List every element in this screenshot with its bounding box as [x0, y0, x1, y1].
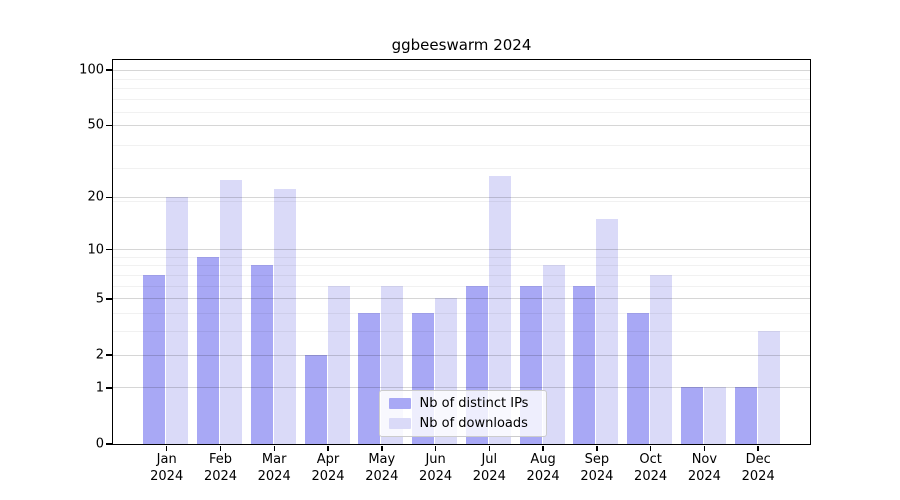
gridline-minor	[112, 99, 810, 101]
gridline-minor	[112, 200, 810, 202]
bar-downloads	[703, 387, 726, 444]
x-axis-tick	[596, 445, 598, 451]
gridline-minor	[112, 285, 810, 287]
bar-downloads	[273, 189, 296, 444]
bar-downloads	[219, 179, 242, 444]
gridline-minor	[112, 167, 810, 169]
bar-distinct-ips	[573, 285, 596, 444]
bar-distinct-ips	[250, 265, 273, 444]
bar-downloads	[650, 275, 673, 444]
legend-label-distinct-ips: Nb of distinct IPs	[419, 395, 529, 411]
gridline-major	[112, 387, 810, 389]
y-axis-tick	[106, 124, 112, 127]
x-axis-tick	[488, 445, 491, 451]
x-axis-label: May 2024	[365, 452, 399, 484]
bar-downloads	[166, 196, 189, 444]
x-axis-tick	[219, 445, 222, 451]
x-axis-label: Apr 2024	[311, 452, 345, 484]
gridline-minor	[112, 265, 810, 267]
x-axis-tick	[327, 445, 329, 451]
y-axis-label: 5	[95, 291, 104, 307]
y-axis-label: 100	[79, 62, 104, 78]
gridline-major	[112, 249, 810, 251]
x-axis-tick	[165, 445, 168, 451]
legend-swatch-downloads	[388, 417, 411, 429]
y-axis-label: 0	[95, 436, 104, 452]
x-axis-label: Jan 2024	[150, 452, 184, 484]
x-axis-label: Sep 2024	[580, 452, 614, 484]
plot-area: Nb of distinct IPs Nb of downloads	[111, 58, 811, 445]
x-axis-label: Feb 2024	[203, 452, 238, 484]
gridline-major	[112, 298, 810, 300]
gridline-major	[112, 124, 810, 126]
x-axis-label: Mar 2024	[257, 452, 291, 484]
y-axis-tick	[106, 387, 112, 389]
y-axis-label: 20	[87, 189, 104, 205]
x-axis-tick	[273, 445, 275, 451]
x-axis-tick	[703, 445, 706, 451]
gridline-minor	[112, 256, 810, 258]
y-axis-label: 1	[95, 380, 104, 396]
bar-downloads	[488, 176, 511, 444]
bar-distinct-ips	[304, 354, 327, 444]
legend-row-downloads: Nb of downloads	[388, 415, 546, 431]
gridline-major	[112, 354, 810, 356]
gridline-minor	[112, 78, 810, 80]
bar-downloads	[542, 265, 565, 444]
bar-downloads	[596, 218, 619, 444]
y-axis-tick	[106, 443, 112, 445]
gridline-minor	[112, 331, 810, 333]
x-axis-label: Nov 2024	[687, 452, 721, 484]
legend-row-distinct-ips: Nb of distinct IPs	[388, 395, 546, 411]
gridline-minor	[112, 313, 810, 315]
bar-distinct-ips	[734, 387, 757, 444]
legend: Nb of distinct IPs Nb of downloads	[378, 389, 547, 437]
legend-label-downloads: Nb of downloads	[419, 415, 528, 431]
x-axis-label: Jun 2024	[419, 452, 453, 484]
gridline-major	[112, 69, 810, 71]
y-axis-tick	[106, 248, 112, 251]
bar-distinct-ips	[196, 256, 219, 444]
x-axis-label: Aug 2024	[526, 452, 560, 484]
y-axis-tick	[106, 69, 112, 71]
y-axis-label: 2	[95, 347, 104, 363]
x-axis-tick	[649, 445, 652, 451]
x-axis-tick	[542, 445, 544, 451]
x-axis-tick	[757, 445, 759, 451]
bar-downloads	[757, 331, 780, 444]
y-axis-tick	[106, 196, 112, 198]
x-axis-tick	[381, 445, 383, 451]
bar-downloads	[327, 285, 350, 444]
bar-distinct-ips	[627, 313, 650, 444]
x-axis-label: Dec 2024	[741, 452, 775, 484]
y-axis-tick	[106, 354, 112, 356]
chart-title: ggbeeswarm 2024	[391, 36, 532, 54]
y-axis-tick	[106, 298, 112, 300]
legend-swatch-distinct-ips	[388, 397, 411, 409]
gridline-major	[112, 196, 810, 198]
gridline-minor	[112, 275, 810, 276]
gridline-minor	[112, 144, 810, 146]
bar-distinct-ips	[680, 387, 703, 444]
y-axis-label: 50	[87, 117, 104, 133]
bar-distinct-ips	[143, 275, 166, 444]
gridline-minor	[112, 88, 810, 90]
bar-distinct-ips	[358, 313, 381, 444]
x-axis-label: Oct 2024	[634, 452, 668, 484]
x-axis-label: Jul 2024	[472, 452, 506, 484]
gridline-minor	[112, 111, 810, 113]
x-axis-tick	[434, 445, 437, 451]
y-axis-label: 10	[87, 242, 104, 258]
